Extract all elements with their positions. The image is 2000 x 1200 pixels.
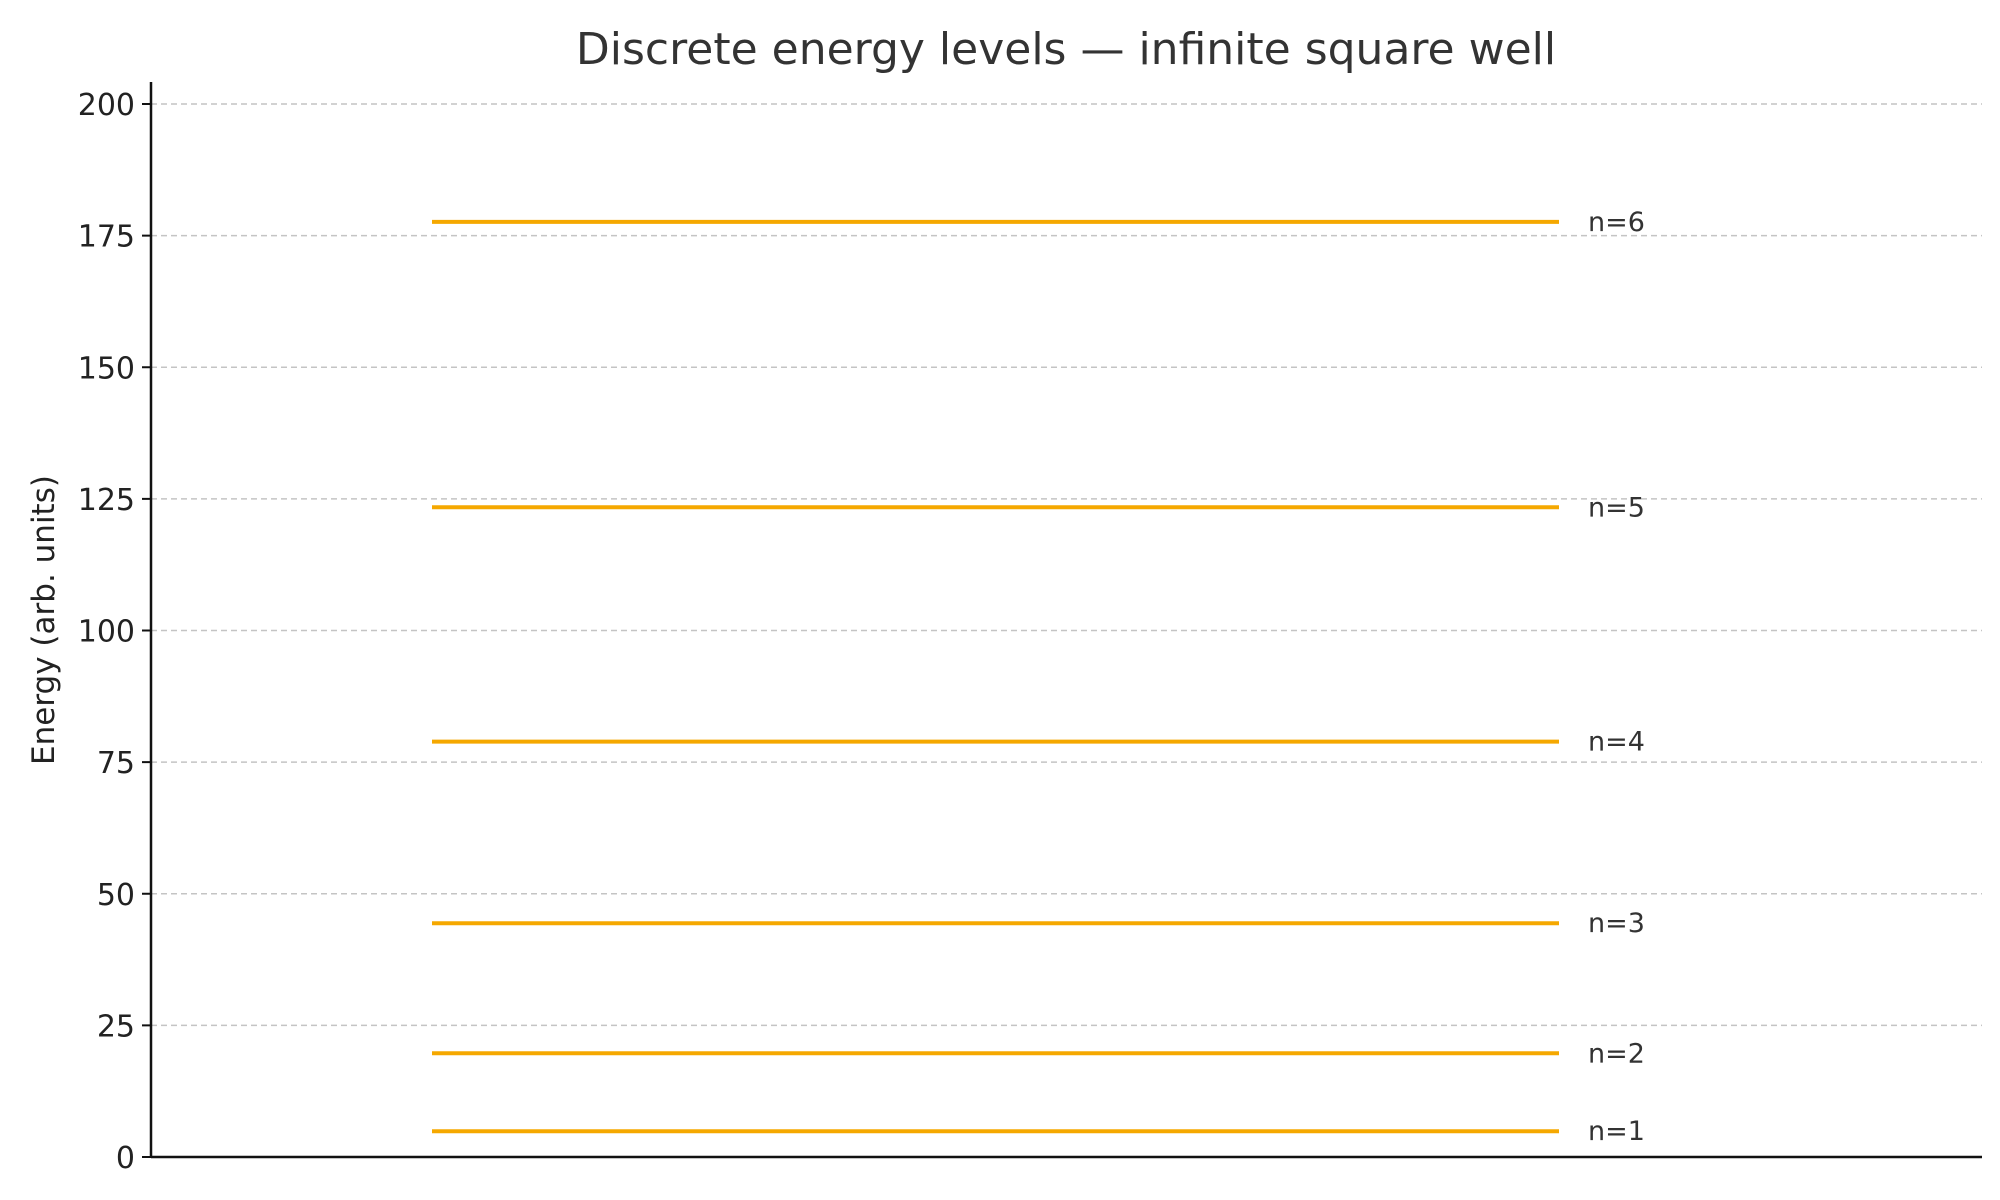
y-axis-label: Energy (arb. units): [26, 475, 62, 765]
y-tick-label: 25: [97, 1009, 135, 1044]
y-tick-label: 100: [78, 615, 135, 650]
energy-levels: n=1 n=2 n=3 n=4 n=5 n=6: [432, 207, 1645, 1147]
y-tick-label: 125: [78, 483, 135, 518]
y-tick-label: 175: [78, 220, 135, 255]
energy-level-label: n=3: [1588, 908, 1645, 939]
y-tick-label: 50: [97, 878, 135, 913]
y-tick-label: 200: [78, 88, 135, 123]
energy-level-label: n=6: [1588, 207, 1645, 238]
y-axis-ticks: 0 25 50 75 100 125 150 175 200: [78, 88, 151, 1176]
energy-level-label: n=5: [1588, 492, 1645, 523]
chart-title: Discrete energy levels — infinite square…: [576, 24, 1556, 75]
energy-level-label: n=2: [1588, 1038, 1645, 1069]
energy-level-label: n=4: [1588, 727, 1645, 758]
grid-lines: [151, 103, 1982, 1027]
y-tick-label: 75: [97, 746, 135, 781]
y-tick-label: 150: [78, 351, 135, 386]
energy-level-label: n=1: [1588, 1116, 1645, 1147]
y-tick-label: 0: [116, 1141, 135, 1176]
